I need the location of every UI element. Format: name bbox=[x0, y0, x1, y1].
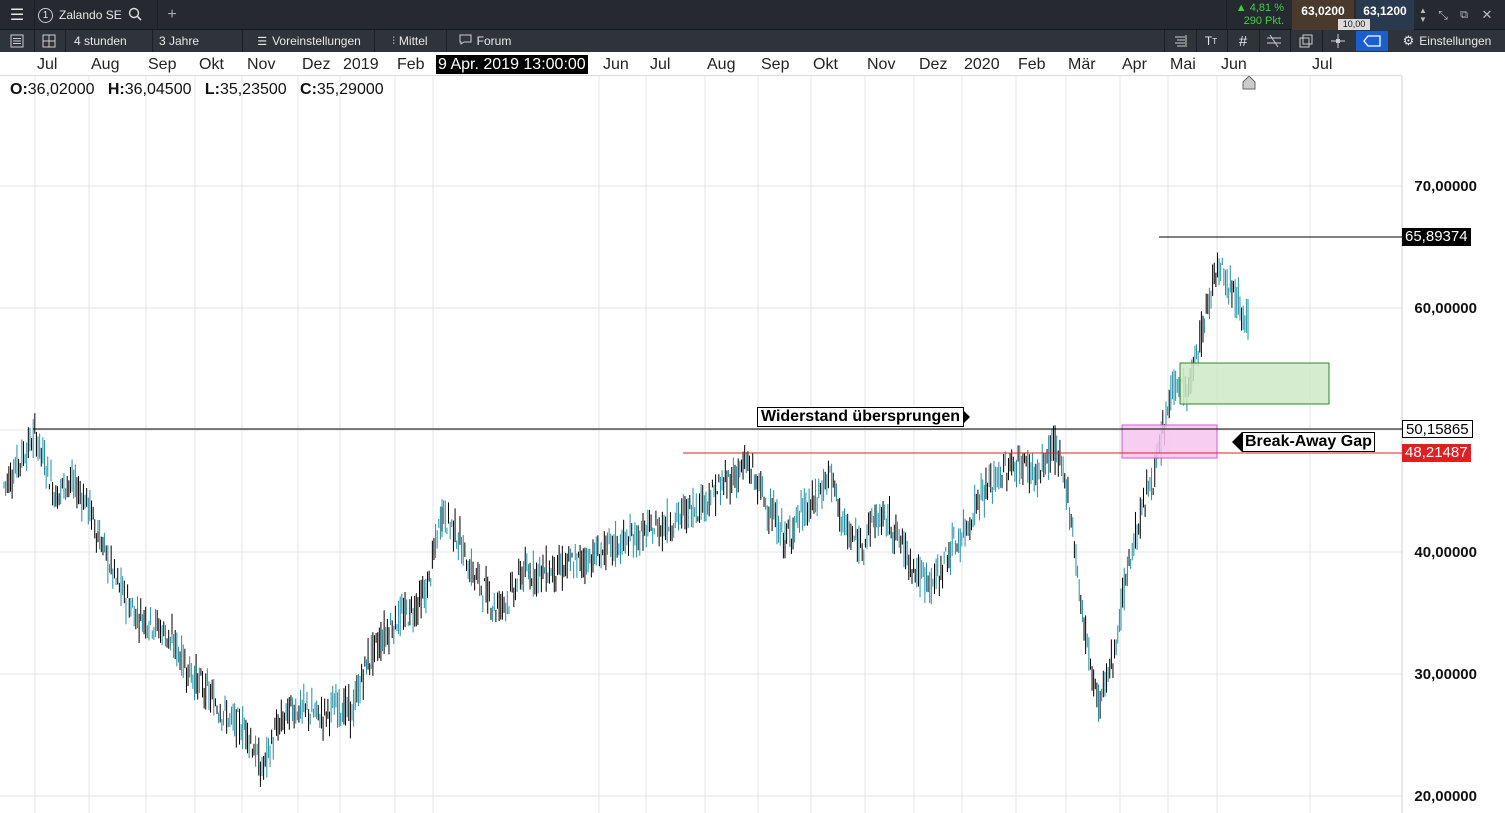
cursor-date-label: 9 Apr. 2019 13:00:00 bbox=[436, 55, 588, 74]
sliders-icon: ☰ bbox=[257, 35, 268, 48]
month-label: Nov bbox=[867, 56, 896, 73]
plus-icon: + bbox=[167, 6, 177, 23]
spread-value: 10,00 bbox=[1338, 19, 1370, 30]
close-value: 35,29000 bbox=[316, 81, 384, 98]
align-icon[interactable] bbox=[1168, 32, 1192, 50]
month-label: Mai bbox=[1170, 56, 1196, 73]
grid-layout-icon[interactable] bbox=[38, 32, 60, 50]
month-label: 2020 bbox=[964, 56, 1000, 73]
label-tag-icon[interactable] bbox=[1356, 31, 1388, 51]
month-label: Sep bbox=[148, 56, 177, 73]
month-label: Jul bbox=[1312, 56, 1333, 73]
interval-dropdown[interactable]: 4 stunden bbox=[68, 30, 148, 52]
instrument-name: Zalando SE bbox=[59, 8, 122, 22]
main-menu-button[interactable]: ☰ bbox=[0, 0, 34, 30]
tab-number-badge: 1 bbox=[38, 7, 53, 23]
month-label: Dez bbox=[302, 56, 331, 73]
y-tick-label: 20,00000 bbox=[1414, 788, 1477, 805]
indicator-label: Mittel bbox=[398, 34, 428, 48]
month-label: Jul bbox=[650, 56, 671, 73]
ohlc-readout: O:36,02000 H:36,04500 L:35,23500 C:35,29… bbox=[10, 81, 384, 99]
month-label: Mär bbox=[1068, 56, 1096, 73]
drawing-tools-icon[interactable] bbox=[1262, 32, 1286, 50]
month-label: Sep bbox=[761, 56, 790, 73]
month-label: Jun bbox=[603, 56, 629, 73]
bid-price[interactable]: 63,0200 bbox=[1292, 0, 1354, 30]
layout-list-icon[interactable] bbox=[6, 32, 28, 50]
y-tick-label: 40,00000 bbox=[1414, 544, 1477, 561]
sort-arrows-icon[interactable]: ▲ ▼ bbox=[1419, 6, 1427, 24]
settings-button[interactable]: ⚙ Einstellungen bbox=[1394, 30, 1500, 52]
gap-annotation[interactable]: Break-Away Gap bbox=[1242, 432, 1375, 452]
y-tick-label: 60,00000 bbox=[1414, 300, 1477, 317]
month-label: 2019 bbox=[343, 56, 379, 73]
change-percent: 4,81 % bbox=[1249, 2, 1284, 14]
chart-toolbar: 4 stunden 3 Jahre ☰ Voreinstellungen ⫶ M… bbox=[0, 30, 1505, 52]
range-dropdown[interactable]: 3 Jahre bbox=[153, 30, 241, 52]
low-label: L: bbox=[204, 81, 220, 98]
presets-label: Voreinstellungen bbox=[272, 34, 361, 48]
presets-button[interactable]: ☰ Voreinstellungen bbox=[246, 30, 372, 52]
y-tick-label: 70,00000 bbox=[1414, 178, 1477, 195]
up-triangle-icon: ▲ bbox=[1235, 2, 1247, 14]
month-label: Nov bbox=[247, 56, 276, 73]
high-value: 36,04500 bbox=[124, 81, 192, 98]
low-value: 35,23500 bbox=[219, 81, 287, 98]
vertical-gridlines bbox=[34, 76, 1311, 813]
bid-value: 63,0200 bbox=[1301, 4, 1345, 18]
month-label: Feb bbox=[1018, 56, 1046, 73]
month-label: Feb bbox=[397, 56, 425, 73]
month-label: Okt bbox=[199, 56, 224, 73]
chat-bubble-icon bbox=[459, 34, 472, 48]
month-label: Jul bbox=[37, 56, 58, 73]
crosshair-grid-icon[interactable]: # bbox=[1238, 32, 1248, 50]
resistance-annotation[interactable]: Widerstand übersprungen bbox=[757, 407, 964, 427]
settings-label: Einstellungen bbox=[1419, 34, 1492, 48]
open-value: 36,02000 bbox=[27, 81, 95, 98]
indicator-icon: ⫶ bbox=[392, 35, 395, 47]
month-label: Dez bbox=[919, 56, 948, 73]
add-tab-button[interactable]: + bbox=[160, 0, 184, 30]
month-label: Aug bbox=[707, 56, 736, 73]
y-tick-label: 30,00000 bbox=[1414, 666, 1477, 683]
range-label: 3 Jahre bbox=[159, 34, 200, 48]
change-points: 290 Pkt. bbox=[1243, 15, 1284, 27]
close-label: C: bbox=[300, 81, 317, 98]
high-price-tag[interactable]: 65,89374 bbox=[1402, 228, 1471, 246]
interval-label: 4 stunden bbox=[74, 34, 127, 48]
crosshair-icon[interactable] bbox=[1326, 32, 1350, 50]
forum-label: Forum bbox=[476, 34, 512, 48]
month-label: Aug bbox=[91, 56, 120, 73]
resistance-price-tag[interactable]: 50,15865 bbox=[1402, 420, 1473, 438]
green-gap-zone bbox=[1179, 362, 1330, 405]
scroll-marker-icon bbox=[1242, 76, 1256, 90]
open-label: O: bbox=[10, 81, 28, 98]
shrink-icon[interactable]: ⤡ bbox=[1438, 7, 1448, 22]
instrument-tab[interactable]: 1 Zalando SE bbox=[38, 0, 156, 30]
forum-button[interactable]: Forum bbox=[450, 30, 520, 52]
indicator-button[interactable]: ⫶ Mittel bbox=[376, 30, 444, 52]
month-label: Apr bbox=[1122, 56, 1147, 73]
x-axis: Jul Aug Sep Okt Nov Dez 2019 Feb 9 Apr. … bbox=[0, 53, 1402, 76]
annotation-arrow bbox=[1232, 432, 1242, 452]
candle-series bbox=[3, 252, 1249, 787]
hamburger-icon: ☰ bbox=[9, 7, 25, 24]
month-label: Jun bbox=[1221, 56, 1247, 73]
change-indicator: ▲ 4,81 % 290 Pkt. bbox=[1228, 0, 1288, 30]
search-icon[interactable] bbox=[128, 7, 142, 24]
title-bar: ☰ 1 Zalando SE + ▲ 4,81 % 290 Pkt. 63,02… bbox=[0, 0, 1505, 30]
compare-windows-icon[interactable] bbox=[1294, 32, 1318, 50]
ask-value: 63,1200 bbox=[1363, 4, 1407, 18]
gear-icon: ⚙ bbox=[1402, 33, 1415, 48]
month-label: Okt bbox=[813, 56, 838, 73]
popout-icon[interactable]: ⧉ bbox=[1460, 8, 1468, 21]
price-chart[interactable] bbox=[0, 76, 1505, 813]
close-icon[interactable]: ✕ bbox=[1481, 7, 1493, 22]
gap-price-tag[interactable]: 48,21487 bbox=[1402, 444, 1471, 462]
high-label: H: bbox=[107, 81, 125, 98]
